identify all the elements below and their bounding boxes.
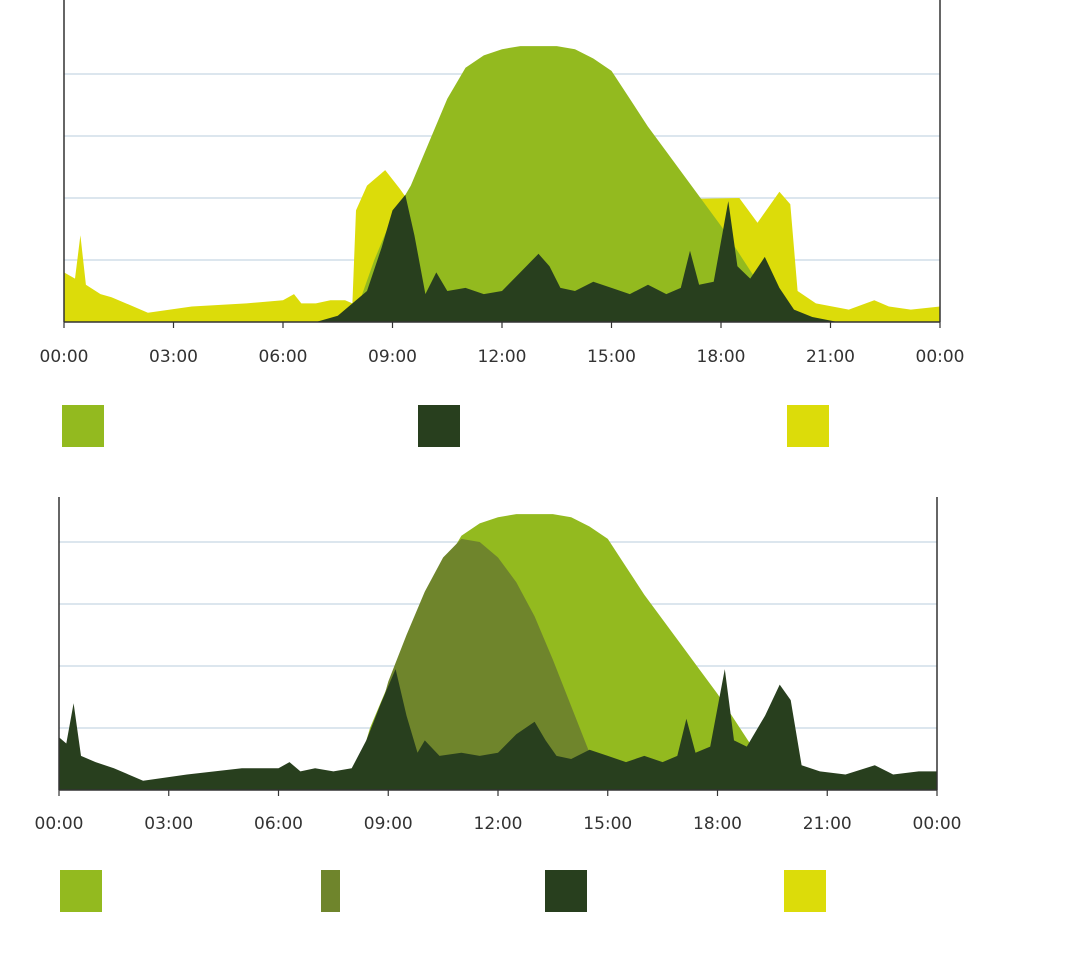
series-area-1 (352, 46, 794, 322)
x-tick-label: 18:00 (697, 347, 746, 367)
x-tick-label: 00:00 (35, 814, 84, 834)
x-tick-label: 09:00 (368, 347, 417, 367)
chart-top: 00:00 03:00 06:00 09:00 12:00 15:00 18:00 21:00… (40, 0, 965, 447)
series-area-2 (59, 669, 937, 790)
legend-swatch-1 (418, 405, 460, 447)
x-tick-label: 00:00 (40, 347, 89, 367)
x-tick-label: 06:00 (259, 347, 308, 367)
x-tick-label: 15:00 (583, 814, 632, 834)
legend-swatch-1 (321, 870, 340, 912)
x-tick-label: 12:00 (474, 814, 523, 834)
x-tick-label: 03:00 (149, 347, 198, 367)
legend-swatch-0 (60, 870, 102, 912)
x-tick-label: 09:00 (364, 814, 413, 834)
x-tick-label: 18:00 (693, 814, 742, 834)
x-tick-label: 15:00 (587, 347, 636, 367)
legend-swatch-3 (784, 870, 826, 912)
x-tick-label: 00:00 (913, 814, 962, 834)
x-tick-label: 21:00 (803, 814, 852, 834)
legend-swatch-0 (62, 405, 104, 447)
x-tick-label: 21:00 (806, 347, 855, 367)
legend-swatch-2 (545, 870, 587, 912)
series-area-2 (315, 194, 838, 322)
x-tick-label: 00:00 (916, 347, 965, 367)
chart-bottom: 00:00 03:00 06:00 09:00 12:00 15:00 18:00 21:00… (35, 497, 962, 912)
x-tick-label: 03:00 (144, 814, 193, 834)
legend-swatch-2 (787, 405, 829, 447)
x-tick-label: 12:00 (478, 347, 527, 367)
x-tick-label: 06:00 (254, 814, 303, 834)
series-area-1 (359, 538, 608, 790)
